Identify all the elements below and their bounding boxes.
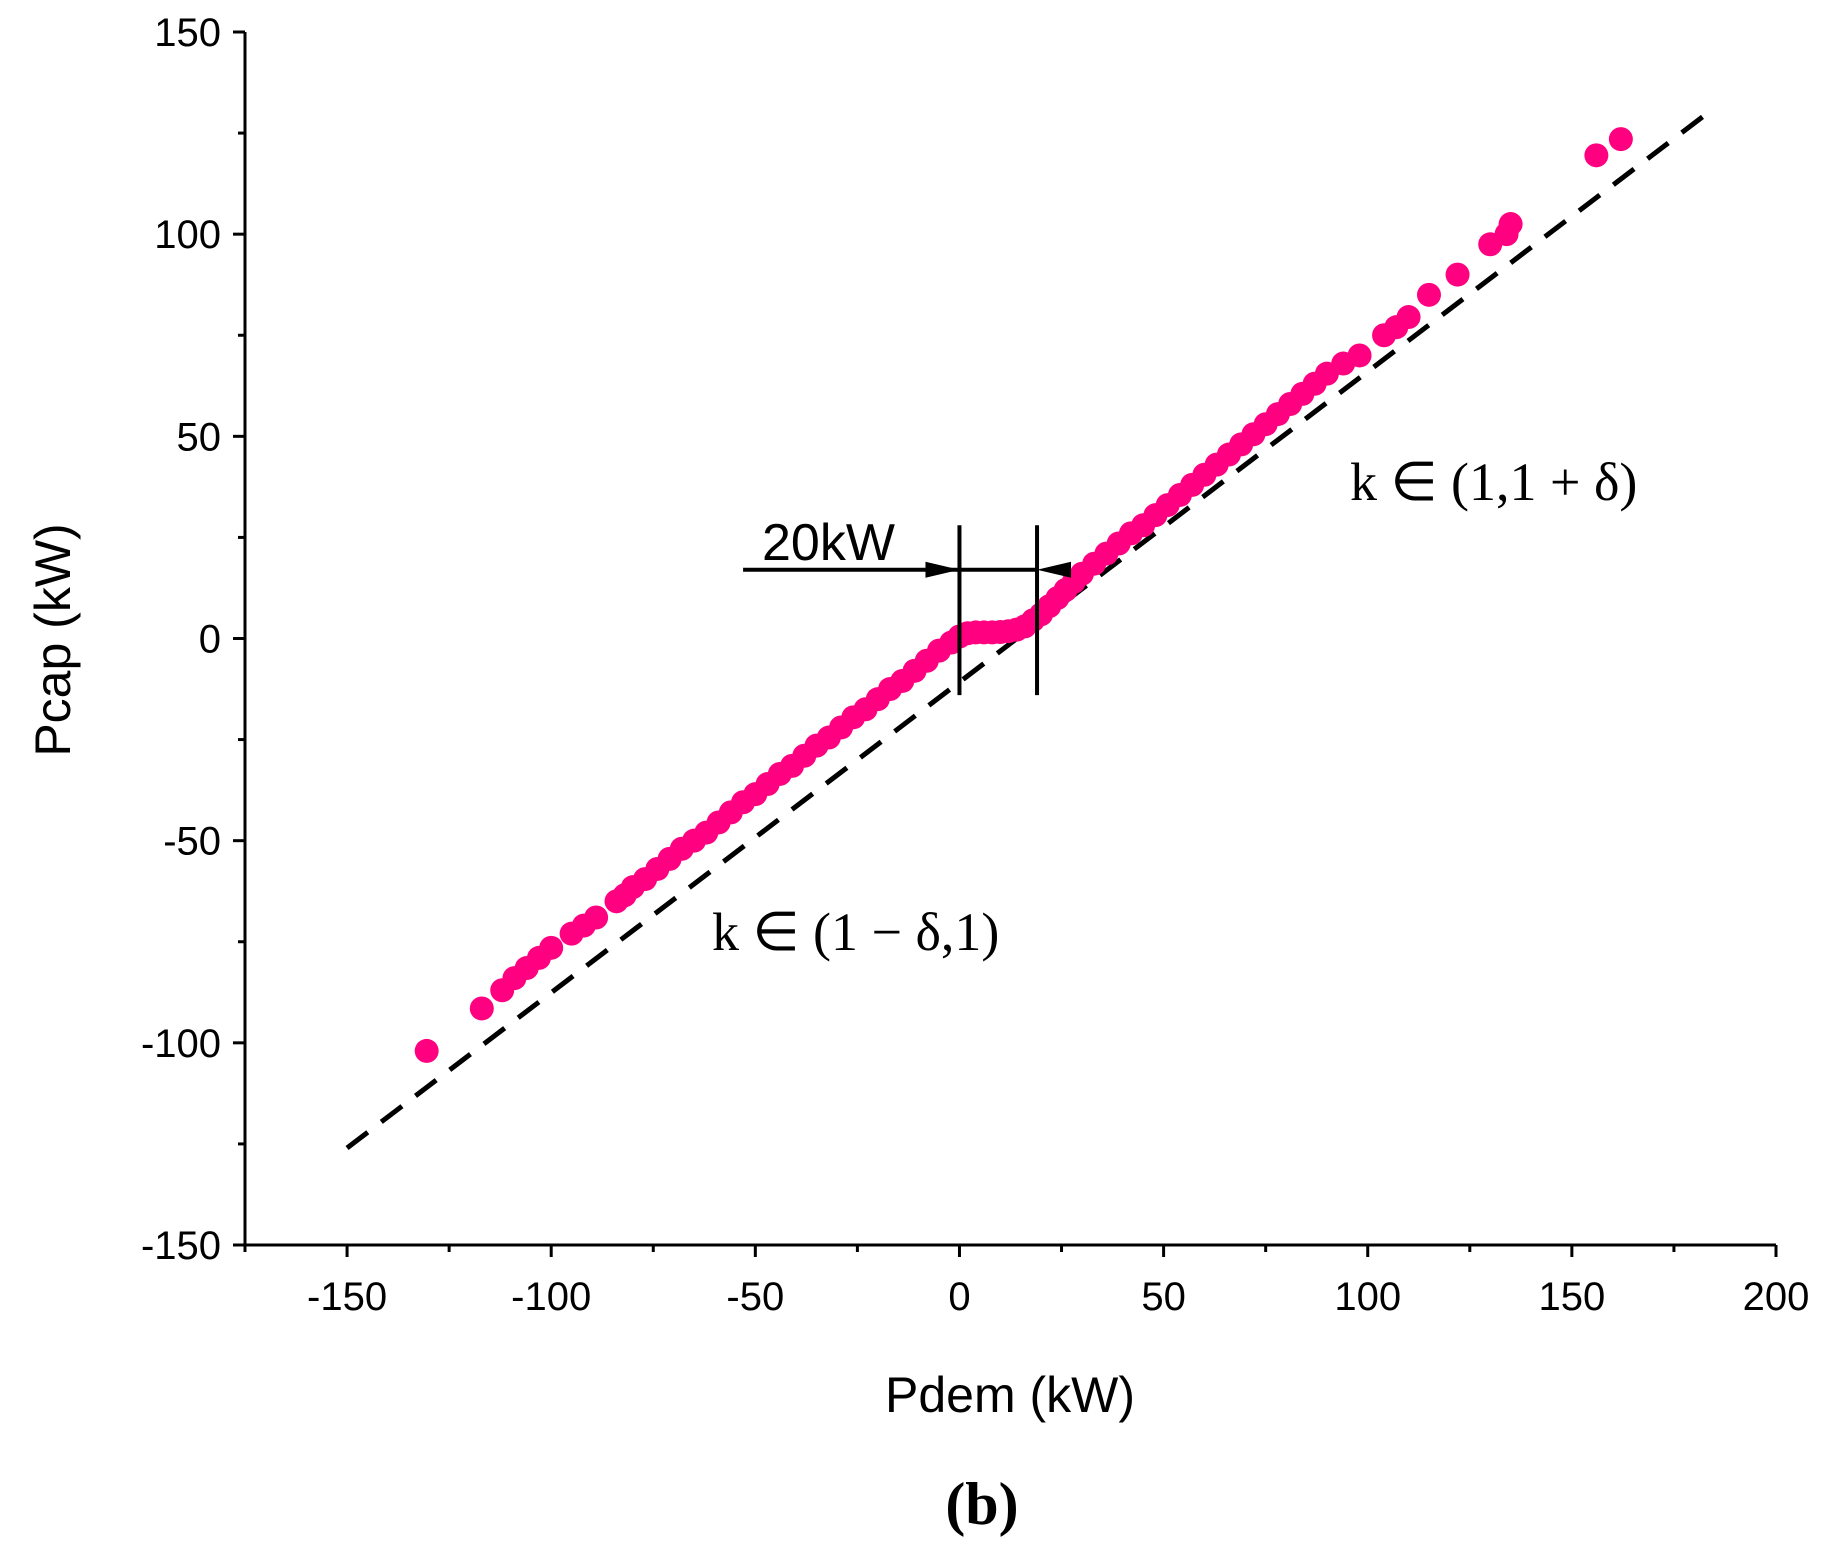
y-tick-label: -150 bbox=[141, 1224, 221, 1268]
y-tick-label: 50 bbox=[177, 415, 222, 459]
x-tick-label: -150 bbox=[307, 1275, 387, 1319]
reference-line bbox=[345, 114, 1705, 1150]
x-axis-title: Pdem (kW) bbox=[885, 1367, 1135, 1423]
panel-label: (b) bbox=[945, 1471, 1018, 1537]
x-tick-label: 0 bbox=[948, 1275, 970, 1319]
data-point bbox=[414, 1038, 439, 1063]
y-axis-title: Pcap (kW) bbox=[25, 523, 81, 756]
data-point bbox=[1608, 127, 1633, 152]
data-points bbox=[414, 127, 1633, 1063]
data-point bbox=[539, 935, 564, 960]
y-ticks: -150 -100 -50 0 50 100 150 bbox=[141, 11, 245, 1268]
annotation-marks bbox=[743, 525, 1072, 696]
y-tick-label: 100 bbox=[154, 213, 221, 257]
gap-arrow-head-right bbox=[925, 561, 960, 578]
x-tick-label: -100 bbox=[511, 1275, 591, 1319]
data-point bbox=[1347, 343, 1372, 368]
upper-k-annotation: k ∈ (1,1 + δ) bbox=[1350, 452, 1637, 512]
lower-k-annotation: k ∈ (1 − δ,1) bbox=[712, 902, 999, 962]
data-point bbox=[584, 905, 609, 930]
gap-label: 20kW bbox=[762, 514, 895, 572]
data-point bbox=[1396, 305, 1421, 330]
y-tick-label: 150 bbox=[154, 11, 221, 55]
x-tick-label: -50 bbox=[726, 1275, 784, 1319]
data-point bbox=[1416, 282, 1441, 307]
x-tick-label: 50 bbox=[1141, 1275, 1186, 1319]
data-point bbox=[1445, 262, 1470, 287]
x-tick-label: 100 bbox=[1334, 1275, 1401, 1319]
gap-arrow-head-left bbox=[1037, 561, 1072, 578]
x-tick-label: 150 bbox=[1538, 1275, 1605, 1319]
y-tick-label: -50 bbox=[163, 820, 221, 864]
data-point bbox=[1498, 212, 1523, 237]
y-tick-label: -100 bbox=[141, 1022, 221, 1066]
data-point bbox=[469, 996, 494, 1021]
x-tick-label: 200 bbox=[1743, 1275, 1810, 1319]
y-tick-label: 0 bbox=[199, 618, 221, 662]
data-point bbox=[1584, 143, 1609, 168]
reference-line-group bbox=[345, 114, 1705, 1150]
x-ticks: -150 -100 -50 0 50 100 150 200 bbox=[243, 1245, 1810, 1319]
